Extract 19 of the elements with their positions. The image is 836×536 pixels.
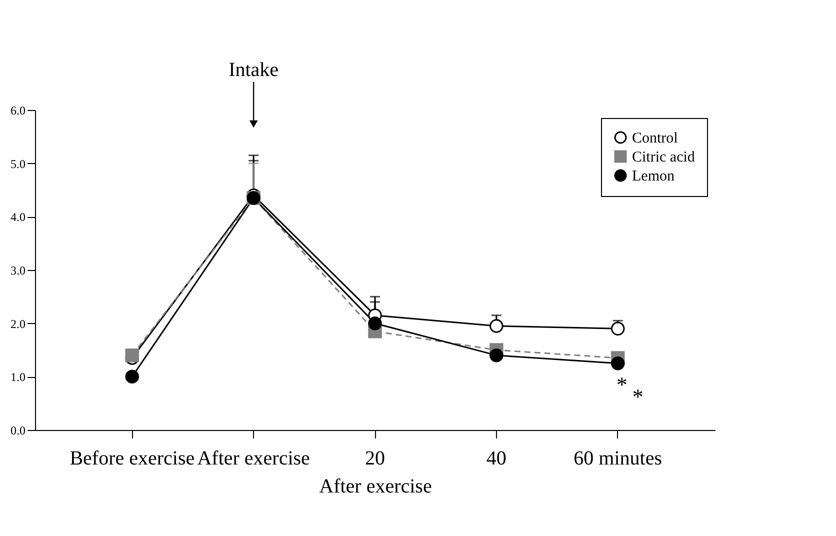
annotation: * (616, 372, 628, 398)
y-tick-label: 2.0 (10, 316, 26, 331)
y-tick-label: 1.0 (10, 370, 26, 384)
y-tick-label: 0.0 (10, 424, 26, 438)
x-tick-label: 20 (365, 448, 385, 470)
y-tick-label: 6.0 (10, 104, 26, 118)
y-tick-label: 4.0 (10, 210, 26, 224)
x-axis-title: After exercise (319, 476, 432, 498)
legend-label: Citric acid (632, 150, 696, 166)
x-tick-label: Before exercise (70, 448, 195, 470)
annotation: * (632, 384, 644, 410)
legend-label: Lemon (632, 168, 675, 184)
text: Intake (228, 59, 279, 81)
x-tick-label: 40 (486, 448, 506, 470)
y-tick-label: 5.0 (10, 156, 26, 171)
x-tick-label: 60 minutes (574, 448, 662, 470)
x-tick-label: After exercise (197, 448, 310, 470)
legend-label: Control (632, 130, 678, 146)
y-tick-label: 3.0 (10, 264, 26, 278)
